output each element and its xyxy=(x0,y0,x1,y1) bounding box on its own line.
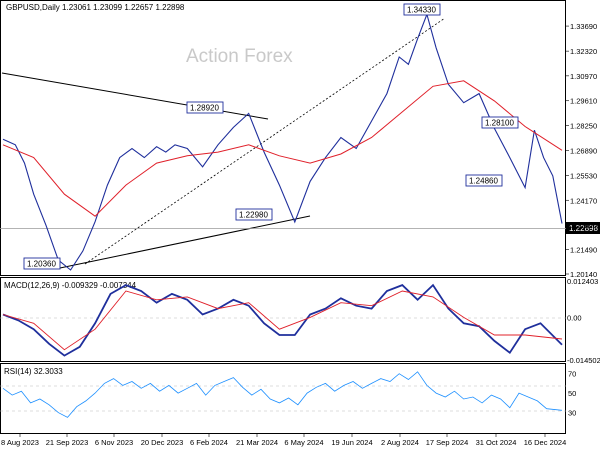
annotation-label: 1.22980 xyxy=(239,211,268,220)
annotation-box xyxy=(481,116,519,129)
price-series-layer xyxy=(2,12,563,271)
current-price-label: 1.22898 xyxy=(569,224,598,233)
dashed-channel-line xyxy=(84,17,446,265)
annotation-layer: 1.34330 1.28920 1.28100 1.24860 1.22980 1.203… xyxy=(23,3,519,270)
y-tick-label: 1.29610 xyxy=(570,97,597,106)
macd-title: MACD(12,26,9) -0.009329 -0.007344 xyxy=(4,281,137,290)
annotation-label: 1.20360 xyxy=(27,260,56,269)
watermark: Action Forex xyxy=(186,46,293,67)
y-tick-label: 1.25530 xyxy=(570,171,597,180)
macd-series-layer xyxy=(2,283,563,357)
upper-trendline xyxy=(1,72,269,120)
y-tick-label: 1.21490 xyxy=(570,245,597,254)
x-tick-label: 6 Feb 2024 xyxy=(190,438,228,447)
x-tick-label: 16 Dec 2024 xyxy=(524,438,567,447)
axis-layer: 1.20140 1.21490 1.22820 1.24170 1.25530 1.268… xyxy=(1,22,600,447)
annotation-box xyxy=(235,208,273,221)
x-tick-label: 21 Mar 2024 xyxy=(236,438,278,447)
rsi-series-layer xyxy=(2,371,563,418)
macd-tick-label: -0.014502 xyxy=(567,356,600,365)
y-tick-label: 1.26890 xyxy=(570,146,597,155)
annotation-label: 1.28920 xyxy=(190,104,219,113)
y-tick-label: 1.22820 xyxy=(570,221,597,230)
rsi-tick-label: 50 xyxy=(568,389,576,398)
price-panel-frame xyxy=(0,0,566,276)
series-line-rsi xyxy=(2,371,563,418)
y-tick-label: 1.33690 xyxy=(570,22,597,31)
series-line-macd xyxy=(2,283,563,357)
annotation-label: 1.34330 xyxy=(407,6,436,15)
x-tick-label: 20 Dec 2023 xyxy=(141,438,184,447)
rsi-title: RSI(14) 32.3033 xyxy=(4,367,63,376)
rsi-panel-frame xyxy=(0,363,566,434)
rsi-tick-label: 70 xyxy=(568,370,576,379)
macd-tick-label: 0.012403 xyxy=(567,277,598,286)
annotation-box xyxy=(403,3,441,16)
x-tick-label: 31 Oct 2024 xyxy=(476,438,517,447)
macd-tick-label: 0.00 xyxy=(567,313,582,322)
y-tick-label: 1.30970 xyxy=(570,72,597,81)
current-price-tag xyxy=(566,222,600,234)
y-tick-label: 1.32320 xyxy=(570,47,597,56)
annotation-label: 1.24860 xyxy=(469,177,498,186)
annotation-box xyxy=(186,101,224,114)
macd-panel-frame xyxy=(0,277,566,362)
lower-trendline xyxy=(59,215,311,269)
series-line-ma xyxy=(2,80,563,217)
x-tick-label: 2 Aug 2024 xyxy=(381,438,419,447)
series-line-signal xyxy=(2,290,563,351)
series-line-close xyxy=(2,12,563,271)
y-tick-label: 1.24170 xyxy=(570,196,597,205)
x-tick-label: 6 Nov 2023 xyxy=(95,438,133,447)
rsi-tick-label: 30 xyxy=(568,409,576,418)
chart-symbol-title: GBPUSD,Daily 1.23061 1.23099 1.22657 1.2… xyxy=(6,3,185,12)
x-tick-label: 8 Aug 2023 xyxy=(1,438,39,447)
annotation-box xyxy=(465,174,503,187)
x-tick-label: 19 Jun 2024 xyxy=(331,438,372,447)
annotation-box xyxy=(23,257,61,270)
annotation-label: 1.28100 xyxy=(485,119,514,128)
x-tick-label: 21 Sep 2023 xyxy=(46,438,89,447)
y-tick-label: 1.20140 xyxy=(570,270,597,279)
y-tick-label: 1.28250 xyxy=(570,122,597,131)
x-tick-label: 6 May 2024 xyxy=(284,438,323,447)
x-tick-label: 17 Sep 2024 xyxy=(426,438,469,447)
